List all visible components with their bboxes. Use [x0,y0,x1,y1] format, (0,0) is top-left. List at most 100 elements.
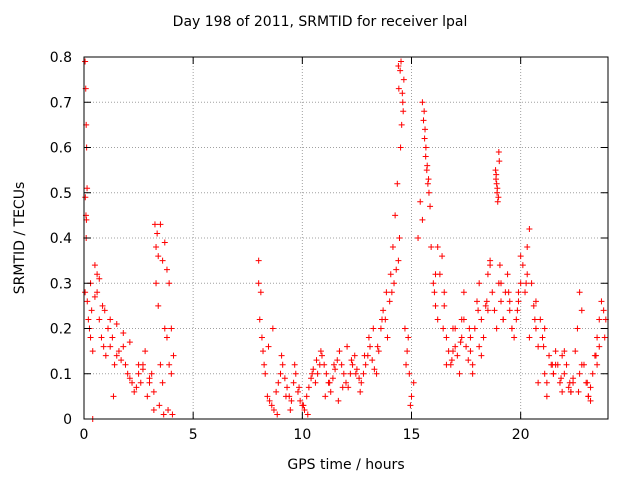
data-point [343,379,349,386]
data-point [124,370,131,377]
data-point [163,266,170,273]
data-point [371,366,378,373]
data-point [484,271,491,278]
data-point [288,397,295,404]
data-point [421,135,428,142]
data-point [471,325,478,332]
data-point [496,262,503,269]
data-point [578,307,585,314]
data-point [109,334,116,341]
data-point [440,325,447,332]
data-point [395,257,402,264]
data-point [275,379,282,386]
data-point [266,397,273,404]
data-point [91,293,98,300]
data-point [344,343,351,350]
data-point [329,375,336,382]
data-point [397,67,404,74]
data-point [126,339,133,346]
data-point [430,280,437,287]
data-point [495,194,502,201]
data-point [514,307,521,314]
data-point [301,406,308,413]
data-point [153,244,160,251]
data-point [422,126,429,133]
data-point [407,402,414,409]
data-point [159,257,166,264]
data-point [292,370,299,377]
data-point [530,302,537,309]
data-point [135,361,142,368]
data-point [159,379,166,386]
data-point [558,375,565,382]
data-point [84,185,91,192]
data-point [148,370,155,377]
data-point [365,334,372,341]
data-point [168,325,175,332]
data-point [255,280,262,287]
data-point [281,375,288,382]
data-point [144,393,151,400]
data-point [113,320,120,327]
data-point [168,370,175,377]
data-point [282,393,289,400]
data-point [508,325,515,332]
data-point [84,298,91,305]
data-point [449,348,456,355]
data-point [531,316,538,323]
data-point [482,302,489,309]
data-point [535,343,542,350]
data-point [493,325,500,332]
data-point [137,379,144,386]
data-point [383,289,390,296]
data-point [506,307,513,314]
y-tick-label: 0.1 [50,367,72,383]
data-point [82,194,89,201]
y-tick-label: 0.2 [50,322,72,338]
data-point [367,343,374,350]
data-point [375,348,382,355]
data-point [156,402,163,409]
data-point [522,289,529,296]
data-point [400,76,407,83]
data-point [131,388,138,395]
data-point [422,144,429,151]
data-point [584,379,591,386]
data-point [334,357,341,364]
data-point [107,343,114,350]
data-point [82,289,89,296]
data-point [432,271,439,278]
data-point [111,361,118,368]
data-point [261,361,268,368]
data-point [150,406,157,413]
data-point [314,370,321,377]
data-point [89,348,96,355]
data-point [395,85,402,92]
data-point [258,334,265,341]
data-point [489,289,496,296]
data-point [589,370,596,377]
data-point [155,302,162,309]
data-point [384,334,391,341]
data-point [420,117,427,124]
data-point [157,361,164,368]
data-point [322,393,329,400]
data-point [587,397,594,404]
data-point [403,361,410,368]
data-point [585,393,592,400]
data-point [379,316,386,323]
data-point [399,99,406,106]
data-point [160,411,167,418]
data-point [500,316,507,323]
data-point [264,393,271,400]
data-point [484,307,491,314]
data-point [594,334,601,341]
data-point [439,253,446,260]
data-point [537,316,544,323]
data-point [256,316,263,323]
data-point [150,388,157,395]
data-point [120,343,127,350]
data-point [541,325,548,332]
data-point [404,348,411,355]
data-point [483,298,490,305]
